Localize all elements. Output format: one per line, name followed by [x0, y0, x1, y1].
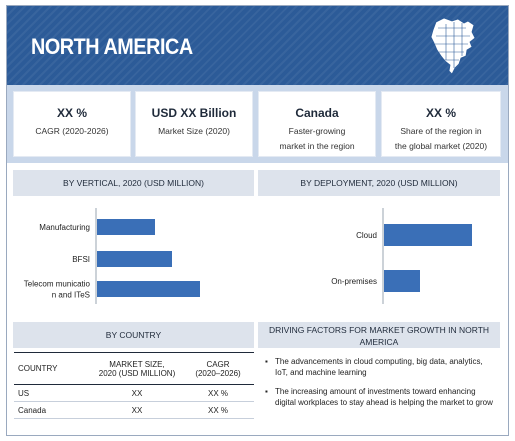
north-america-map-icon: [430, 17, 476, 75]
deployment-bar-chart: Cloud On-premises: [331, 208, 472, 304]
vertical-chart: Manufacturing BFSI Telecom municatio n and …: [13, 200, 254, 320]
vertical-section-header: BY VERTICAL, 2020 (USD MILLION): [13, 170, 254, 196]
region-title: NORTH AMERICA: [31, 34, 193, 59]
table-header-cagr: CAGR (2020–2026): [182, 360, 254, 378]
vertical-bar-chart: Manufacturing BFSI Telecom municatio n and …: [24, 208, 200, 304]
table-header-country: COUNTRY: [18, 364, 58, 373]
driver-text: The increasing amount of investments tow…: [275, 387, 493, 407]
drivers-list: ▪ The advancements in cloud computing, b…: [265, 356, 495, 416]
table-cell-market-size: XX: [131, 388, 143, 398]
bullet-icon: ▪: [265, 387, 268, 396]
kpi-region-share-value: XX %: [425, 106, 456, 120]
kpi-region-share-line1: Share of the region in: [400, 126, 482, 136]
table-cell-cagr: XX %: [207, 388, 228, 398]
kpi-fastest-market-value: Canada: [295, 106, 339, 120]
kpi-cagr-label: CAGR (2020-2026): [35, 126, 109, 136]
deployment-bar: [384, 224, 472, 246]
vertical-category-label: BFSI: [72, 255, 90, 264]
kpi-region-share: XX % Share of the region in the global m…: [381, 91, 501, 157]
kpi-market-size-value: USD XX Billion: [151, 106, 237, 120]
bullet-icon: ▪: [265, 357, 268, 366]
kpi-cagr-value: XX %: [56, 106, 87, 120]
table-row: US XX XX %: [14, 385, 254, 402]
kpi-cagr: XX % CAGR (2020-2026): [13, 91, 131, 157]
country-section-header: BY COUNTRY: [13, 322, 254, 348]
country-table: COUNTRY MARKET SIZE, 2020 (USD MILLION) …: [14, 352, 254, 419]
kpi-market-size-label: Market Size (2020): [158, 126, 230, 136]
region-header: NORTH AMERICA: [7, 6, 508, 85]
deployment-category-label: Cloud: [356, 231, 377, 240]
vertical-bar: [97, 251, 172, 267]
table-cell-market-size: XX: [131, 405, 143, 415]
vertical-bar: [97, 219, 155, 235]
table-header-cagr-line1: CAGR: [206, 359, 230, 369]
kpi-band: XX % CAGR (2020-2026) USD XX Billion Mar…: [7, 85, 508, 163]
kpi-fastest-market-line2: market in the region: [279, 141, 355, 151]
table-cell-cagr: XX %: [207, 405, 228, 415]
kpi-fastest-market: Canada Faster-growing market in the regi…: [258, 91, 376, 157]
kpi-market-size: USD XX Billion Market Size (2020): [135, 91, 253, 157]
list-item: ▪ The increasing amount of investments t…: [265, 386, 495, 408]
list-item: ▪ The advancements in cloud computing, b…: [265, 356, 495, 378]
header-pattern: [7, 6, 508, 85]
table-row: Canada XX XX %: [14, 402, 254, 419]
table-cell-country: Canada: [18, 405, 47, 415]
table-header-row: COUNTRY MARKET SIZE, 2020 (USD MILLION) …: [14, 352, 254, 385]
kpi-region-share-line2: the global market (2020): [394, 141, 488, 151]
table-header-market-size-line1: MARKET SIZE,: [109, 359, 165, 369]
table-cell-country: US: [18, 388, 30, 398]
table-header-cagr-line2: (2020–2026): [195, 368, 241, 378]
vertical-category-label: n and ITeS: [52, 291, 90, 300]
kpi-fastest-market-line1: Faster-growing: [288, 126, 346, 136]
drivers-section-header: DRIVING FACTORS FOR MARKET GROWTH IN NOR…: [258, 322, 500, 348]
table-header-market-size: MARKET SIZE, 2020 (USD MILLION): [92, 360, 182, 378]
driver-text: The advancements in cloud computing, big…: [275, 357, 483, 377]
vertical-bar: [97, 281, 200, 297]
deployment-chart: Cloud On-premises: [258, 200, 500, 320]
table-header-market-size-line2: 2020 (USD MILLION): [98, 368, 176, 378]
deployment-category-label: On-premises: [331, 277, 377, 286]
vertical-category-label: Telecom municatio: [24, 280, 91, 289]
vertical-category-label: Manufacturing: [39, 223, 90, 232]
deployment-bar: [384, 270, 420, 292]
deployment-section-header: BY DEPLOYMENT, 2020 (USD MILLION): [258, 170, 500, 196]
